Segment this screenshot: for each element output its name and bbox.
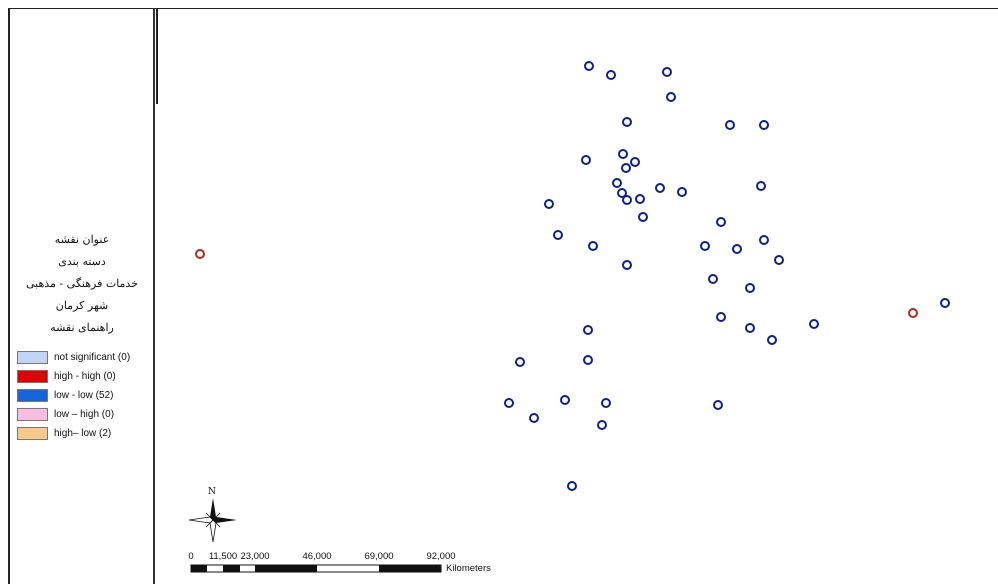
low-low-point [617, 188, 627, 198]
low-low-point [725, 120, 735, 130]
low-low-point [584, 61, 594, 71]
low-low-point [597, 420, 607, 430]
low-low-point [560, 395, 570, 405]
low-low-point [583, 355, 593, 365]
low-low-point [756, 181, 766, 191]
low-low-point [635, 194, 645, 204]
low-low-point [638, 212, 648, 222]
legend-classification: دسته بندی [58, 255, 106, 268]
legend-item-low-low: low - low (52) [17, 386, 130, 405]
low-low-point [553, 230, 563, 240]
high-low-point [908, 308, 918, 318]
legend-swatch [17, 427, 48, 440]
low-low-point [515, 357, 525, 367]
legend-swatch [17, 408, 48, 421]
map-frame-top [8, 8, 998, 9]
legend-swatch [17, 370, 48, 383]
low-low-point [588, 241, 598, 251]
legend-titles: عنوان نقشه دسته بندی خدمات فرهنگی - مذهب… [12, 229, 152, 339]
legend-swatch [17, 351, 48, 364]
low-low-point [581, 155, 591, 165]
low-low-point [544, 199, 554, 209]
low-low-point [612, 178, 622, 188]
low-low-point [716, 217, 726, 227]
legend-item-label: high– low (2) [54, 428, 112, 439]
low-low-point [622, 195, 632, 205]
low-low-point [504, 398, 514, 408]
low-low-point [759, 235, 769, 245]
legend-item-label: high - high (0) [54, 371, 116, 382]
low-low-point [745, 283, 755, 293]
map-frame-left [8, 8, 10, 584]
low-low-point [666, 92, 676, 102]
legend-swatch [17, 389, 48, 402]
legend-list: not significant (0) high - high (0) low … [17, 348, 130, 443]
legend-item-high-low: high– low (2) [17, 424, 130, 443]
legend-map-title: عنوان نقشه [54, 233, 110, 246]
low-low-point [677, 187, 687, 197]
low-low-point [708, 274, 718, 284]
low-low-point [700, 241, 710, 251]
low-low-point [622, 117, 632, 127]
low-low-point [774, 255, 784, 265]
legend-item-label: not significant (0) [54, 352, 131, 363]
low-low-point [732, 244, 742, 254]
low-low-point [583, 325, 593, 335]
low-low-point [716, 312, 726, 322]
low-low-point [940, 298, 950, 308]
legend-item-label: low – high (0) [54, 409, 115, 420]
legend-item-label: low - low (52) [54, 390, 114, 401]
low-low-point [759, 120, 769, 130]
low-low-point [621, 163, 631, 173]
low-low-point [601, 398, 611, 408]
low-low-point [662, 67, 672, 77]
low-low-point [567, 481, 577, 491]
legend-item-high-high: high - high (0) [17, 367, 130, 386]
sidebar-divider [153, 8, 155, 584]
scale-bar [190, 564, 442, 573]
north-arrow-icon [188, 498, 237, 543]
low-low-point [713, 400, 723, 410]
low-low-point [622, 260, 632, 270]
low-low-point [630, 157, 640, 167]
sidebar-edge-mark [156, 8, 158, 104]
low-low-point [655, 183, 665, 193]
low-low-point [767, 335, 777, 345]
legend-service-type: خدمات فرهنگی - مذهبی [25, 277, 139, 290]
legend-item-low-high: low – high (0) [17, 405, 130, 424]
legend-heading: راهنمای نقشه [50, 321, 114, 334]
high-low-point [195, 249, 205, 259]
legend-item-not-significant: not significant (0) [17, 348, 130, 367]
low-low-point [809, 319, 819, 329]
low-low-point [529, 413, 539, 423]
low-low-point [618, 149, 628, 159]
low-low-point [606, 70, 616, 80]
low-low-point [745, 323, 755, 333]
legend-city: شهر کرمان [55, 299, 109, 312]
cluster-points-layer [195, 61, 950, 491]
